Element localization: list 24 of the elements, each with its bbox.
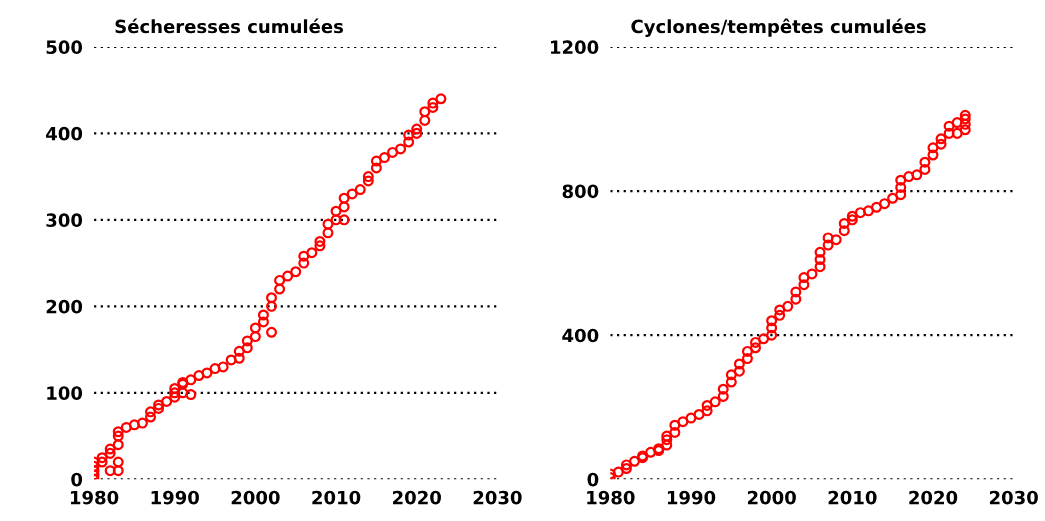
x-tick-label: 2000 (231, 490, 280, 505)
y-tick-label: 200 (46, 299, 83, 314)
y-tick-label: 1200 (550, 40, 599, 55)
x-tick-label: 2010 (828, 490, 877, 505)
y-tick-label: 400 (562, 328, 599, 343)
x-tick-label: 2020 (909, 490, 958, 505)
x-tick-label: 1990 (667, 490, 716, 505)
x-tick-label: 1980 (587, 490, 635, 505)
x-tick-label: 2030 (989, 490, 1038, 505)
x-tick-label: 2030 (473, 490, 522, 505)
chart-title: Cyclones/tempêtes cumulées (631, 18, 926, 37)
y-tick-label: 400 (46, 126, 83, 141)
y-tick-label: 500 (46, 40, 83, 55)
x-tick-label: 2020 (393, 490, 441, 505)
x-tick-label: 2010 (312, 490, 361, 505)
y-tick-label: 0 (587, 472, 599, 487)
chart-title: Sécheresses cumulées (115, 18, 343, 34)
y-tick-label: 100 (47, 386, 83, 400)
y-tick-label: 0 (71, 472, 83, 487)
x-tick-label: 2000 (747, 490, 796, 505)
y-tick-label: 300 (46, 213, 83, 227)
x-tick-label: 1980 (70, 490, 119, 505)
y-tick-label: 800 (562, 184, 599, 199)
x-tick-label: 1990 (151, 490, 199, 505)
